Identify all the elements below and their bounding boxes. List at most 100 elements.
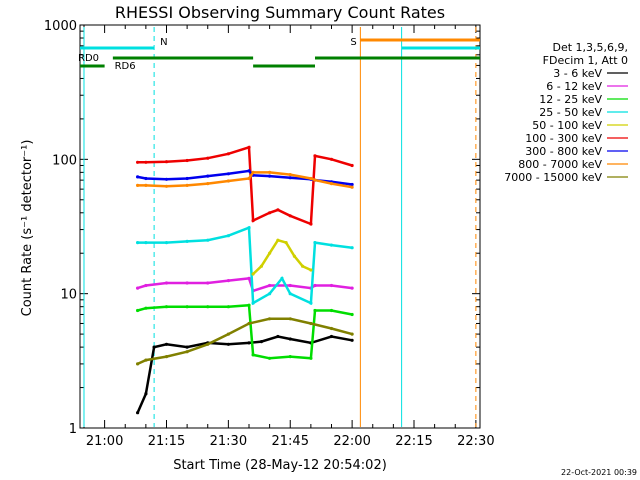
data-point: [226, 332, 230, 336]
data-point: [136, 362, 140, 366]
plot-area: 1 10 100 1000 21:00 21:15 21:30 21:45 22:00 22:15…: [44, 19, 495, 449]
series-7: [136, 170, 354, 189]
data-point: [144, 392, 148, 396]
data-point: [288, 173, 292, 177]
data-point: [136, 411, 140, 415]
data-point: [268, 292, 272, 296]
x-tick-label: 22:00: [333, 434, 370, 449]
data-point: [288, 317, 292, 321]
legend-header: FDecim 1, Att 0: [543, 54, 628, 67]
data-point: [144, 358, 148, 362]
data-point: [309, 321, 313, 326]
data-point: [144, 283, 148, 288]
data-point: [301, 264, 305, 268]
data-point: [288, 337, 292, 341]
legend-entry-label: 6 - 12 keV: [546, 80, 602, 93]
data-point: [309, 301, 313, 305]
legend-entry-label: 800 - 7000 keV: [518, 158, 602, 171]
data-point: [185, 158, 189, 163]
data-point: [144, 160, 148, 164]
data-point: [329, 283, 334, 288]
data-point: [350, 286, 354, 290]
data-point: [226, 152, 230, 156]
data-point: [284, 241, 288, 245]
legend-header: Det 1,3,5,6,9,: [552, 41, 628, 54]
data-point: [350, 312, 354, 317]
data-point: [309, 268, 313, 272]
series-line: [137, 169, 353, 186]
data-point: [288, 176, 292, 180]
data-point: [206, 238, 210, 242]
data-point: [268, 211, 272, 215]
x-tick-label: 21:15: [148, 434, 185, 449]
data-point: [136, 286, 140, 290]
data-point: [136, 183, 140, 187]
legend-entry-label: 12 - 25 keV: [539, 93, 602, 106]
data-point: [276, 238, 280, 242]
data-point: [185, 176, 189, 181]
data-point: [226, 234, 230, 238]
series-0: [136, 334, 354, 415]
series-6: [136, 169, 354, 187]
data-point: [164, 342, 169, 346]
series-8: [136, 317, 354, 366]
data-point: [152, 345, 156, 349]
data-point: [136, 175, 140, 179]
data-point: [164, 355, 169, 359]
series-1: [136, 276, 354, 293]
data-point: [247, 176, 251, 181]
data-point: [268, 356, 272, 360]
data-point: [259, 264, 263, 268]
data-point: [136, 241, 140, 245]
data-point: [247, 341, 251, 345]
x-tick-label: 21:45: [272, 434, 309, 449]
data-point: [329, 334, 334, 339]
series-line: [137, 225, 353, 306]
series-line: [137, 317, 353, 366]
data-point: [144, 183, 148, 187]
data-point: [292, 254, 296, 258]
data-point: [164, 281, 169, 285]
data-point: [206, 182, 210, 186]
data-point: [247, 321, 251, 326]
series-2: [136, 303, 354, 360]
data-point: [247, 145, 251, 149]
data-point: [247, 303, 251, 307]
data-point: [185, 281, 189, 285]
data-point: [350, 338, 354, 342]
data-point: [313, 308, 317, 313]
data-point: [136, 308, 140, 313]
data-point: [313, 283, 317, 288]
series-line: [252, 238, 312, 275]
data-point: [268, 174, 272, 178]
x-tick-label: 21:30: [210, 434, 247, 449]
data-point: [226, 179, 230, 183]
y-tick-label: 1: [69, 422, 77, 437]
data-point: [259, 340, 263, 344]
data-point: [313, 154, 317, 158]
data-point: [329, 157, 334, 161]
data-point: [144, 176, 148, 181]
marker-label: N: [160, 37, 167, 48]
x-tick-label: 22:15: [395, 434, 432, 449]
data-point: [251, 170, 255, 174]
data-point: [288, 283, 292, 288]
legend-entry-label: 3 - 6 keV: [553, 67, 602, 80]
data-point: [329, 243, 334, 247]
data-point: [136, 160, 140, 164]
data-point: [251, 219, 255, 223]
data-point: [268, 317, 272, 321]
data-point: [144, 306, 148, 310]
flag-label: RD0: [78, 53, 99, 64]
data-point: [268, 283, 272, 288]
x-tick-label: 21:00: [86, 434, 123, 449]
footer-date: 22-Oct-2021 00:39: [561, 468, 637, 477]
data-point: [247, 226, 251, 230]
data-point: [164, 160, 169, 164]
y-tick-label: 1000: [44, 19, 77, 34]
data-point: [350, 332, 354, 336]
data-point: [288, 292, 292, 296]
data-point: [206, 281, 210, 285]
data-point: [313, 241, 317, 245]
data-point: [329, 182, 334, 186]
